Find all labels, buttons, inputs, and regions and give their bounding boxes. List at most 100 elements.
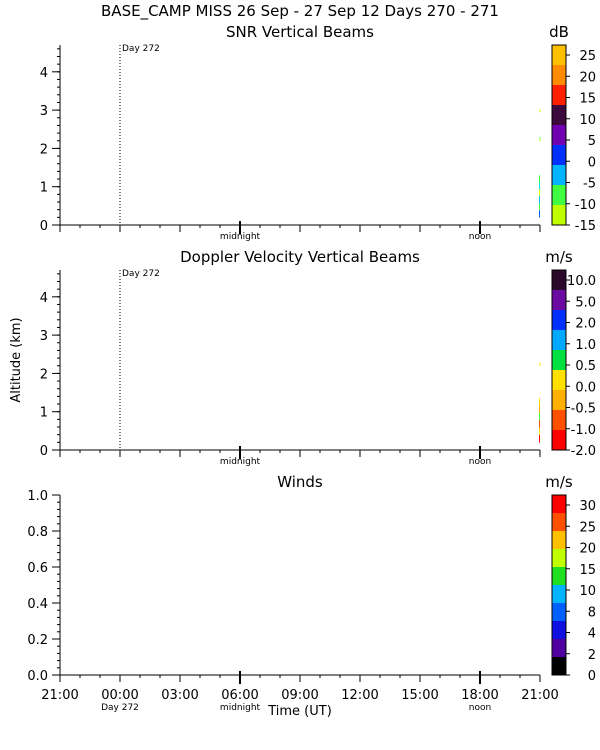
colorbar-label: 25: [579, 49, 596, 64]
data-cell: [539, 210, 540, 218]
data-cell: [539, 435, 540, 443]
bottom-marker-label: Day 272: [101, 703, 139, 713]
colorbar-label: 10: [579, 584, 596, 599]
data-cell: [539, 196, 540, 204]
y-tick-label: 4: [40, 66, 48, 81]
colorbar-segment: [552, 531, 566, 550]
y-tick-label: 0: [40, 444, 48, 459]
y-axis-title: Altitude (km): [9, 317, 24, 402]
colorbar-label: 20: [579, 70, 596, 85]
colorbar-label: -15: [575, 219, 596, 234]
colorbar-frame: [551, 44, 567, 226]
data-cell: [539, 405, 540, 414]
y-tick-label: 0.8: [27, 525, 48, 540]
data-cell: [539, 189, 540, 197]
colorbar-label: 5.0: [575, 295, 596, 310]
y-tick-label: 0.2: [27, 633, 48, 648]
x-tick-label: 03:00: [161, 688, 198, 703]
day-marker-label: Day 272: [122, 269, 160, 279]
x-tick-label: 12:00: [341, 688, 378, 703]
x-tick-label: 00:00: [101, 688, 138, 703]
x-tick-label: 18:00: [461, 688, 498, 703]
colorbar-label: 8: [588, 605, 596, 620]
colorbar-segment: [552, 65, 566, 86]
data-cell: [539, 109, 541, 113]
x-tick-label: 06:00: [221, 688, 258, 703]
y-tick-label: 0.6: [27, 561, 48, 576]
colorbar-segment: [552, 430, 566, 451]
colorbar-label: -10: [575, 198, 596, 213]
colorbar-segment: [552, 495, 566, 514]
colorbar-unit: m/s: [545, 473, 573, 491]
data-cell: [539, 203, 540, 211]
colorbar-segment: [552, 621, 566, 640]
colorbar-label: 0: [588, 669, 596, 684]
panel-title: Winds: [277, 473, 323, 491]
data-cell: [539, 398, 540, 406]
colorbar-label: 20: [579, 542, 596, 557]
y-tick-label: 3: [40, 104, 48, 119]
y-tick-label: 0: [40, 219, 48, 234]
y-tick-label: 3: [40, 329, 48, 344]
panel-title: Doppler Velocity Vertical Beams: [180, 248, 420, 266]
colorbar-label: -0.5: [571, 402, 596, 417]
time-marker-label: midnight: [220, 232, 261, 242]
data-cell: [539, 136, 541, 140]
data-cell: [539, 175, 540, 183]
colorbar-label: -2.0: [571, 444, 596, 459]
colorbar-segment: [552, 125, 566, 146]
data-cell: [539, 412, 540, 421]
colorbar-label: -5: [583, 177, 596, 192]
colorbar-segment: [552, 290, 566, 311]
panels-group: SNR Vertical Beams 0 1 2 3 4 Day 272 midnight no…: [9, 23, 596, 719]
data-cell: [539, 138, 541, 142]
y-tick-label: 1: [40, 181, 48, 196]
colorbar-label: 10.0: [567, 274, 596, 289]
colorbar-segment: [552, 639, 566, 658]
panel-3: Winds0.00.20.40.60.81.030252015108420m/s…: [27, 473, 596, 719]
colorbar-label: 0: [588, 155, 596, 170]
y-tick-label: 1: [40, 406, 48, 421]
colorbar-segment: [552, 105, 566, 126]
colorbar-frame: [551, 494, 567, 676]
colorbar-segment: [552, 270, 566, 291]
colorbar-segment: [552, 205, 566, 226]
data-cell: [539, 362, 541, 367]
time-marker-label: noon: [469, 457, 491, 467]
colorbar-segment: [552, 350, 566, 371]
x-tick-label: 09:00: [281, 688, 318, 703]
colorbar-label: 30: [579, 499, 596, 514]
colorbar-frame: [551, 269, 567, 451]
x-axis-title: Time (UT): [267, 704, 332, 719]
colorbar-label: 0.5: [575, 359, 596, 374]
colorbar-segment: [552, 45, 566, 66]
y-tick-label: 4: [40, 291, 48, 306]
colorbar-segment: [552, 585, 566, 604]
y-tick-label: 2: [40, 367, 48, 382]
time-marker-label: noon: [469, 232, 491, 242]
colorbar-label: 5: [588, 134, 596, 149]
colorbar-label: 10: [579, 113, 596, 128]
x-tick-label: 21:00: [521, 688, 558, 703]
colorbar-label: 4: [588, 627, 596, 642]
colorbar-segment: [552, 145, 566, 166]
colorbar-segment: [552, 85, 566, 106]
colorbar-segment: [552, 330, 566, 351]
colorbar-segment: [552, 549, 566, 568]
colorbar-label: 2: [588, 648, 596, 663]
colorbar-label: 25: [579, 520, 596, 535]
colorbar-label: 15: [579, 92, 596, 107]
data-cell: [539, 182, 540, 190]
colorbar-label: 1.0: [575, 338, 596, 353]
x-tick-label: 21:00: [41, 688, 78, 703]
data-cell: [539, 427, 540, 436]
y-tick-label: 0.4: [27, 597, 48, 612]
colorbar-segment: [552, 185, 566, 206]
colorbar-segment: [552, 513, 566, 532]
colorbar-label: -1.0: [571, 423, 596, 438]
colorbar-unit: dB: [549, 23, 569, 41]
colorbar-label: 2.0: [575, 317, 596, 332]
colorbar-segment: [552, 370, 566, 391]
bottom-marker-label: midnight: [220, 703, 261, 713]
